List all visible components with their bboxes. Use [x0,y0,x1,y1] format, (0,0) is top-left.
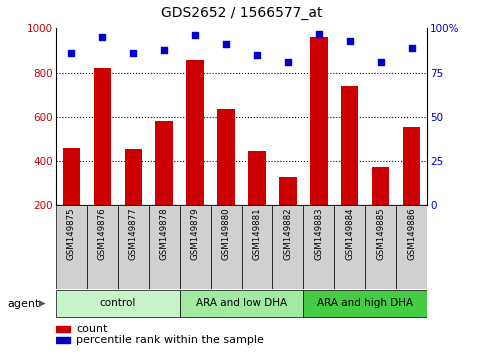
Text: GSM149876: GSM149876 [98,208,107,261]
Bar [94,68,111,205]
Bar [56,290,180,317]
Point [377,59,385,65]
Point [346,38,354,44]
Point [222,41,230,47]
Bar [242,205,272,289]
Text: percentile rank within the sample: percentile rank within the sample [76,335,264,345]
Text: ARA and low DHA: ARA and low DHA [196,298,287,308]
Point [191,33,199,38]
Point [315,31,323,36]
Text: agent: agent [7,298,40,309]
Text: ARA and high DHA: ARA and high DHA [317,298,413,308]
Text: GSM149885: GSM149885 [376,208,385,261]
Text: control: control [99,298,136,308]
Bar [217,109,235,205]
Point [160,47,168,52]
Point [253,52,261,58]
Text: GSM149878: GSM149878 [159,208,169,261]
Point [284,59,292,65]
Text: GSM149883: GSM149883 [314,208,324,261]
Text: GDS2652 / 1566577_at: GDS2652 / 1566577_at [161,6,322,20]
Bar [303,205,334,289]
Point [98,34,106,40]
Bar [311,37,327,205]
Bar [180,290,303,317]
Point [408,45,416,51]
Bar [180,205,211,289]
Text: GSM149875: GSM149875 [67,208,75,261]
Bar [248,151,266,205]
Bar [280,177,297,205]
Bar [403,127,421,205]
Bar [62,148,80,205]
Text: GSM149880: GSM149880 [222,208,230,261]
Text: GSM149882: GSM149882 [284,208,293,261]
Bar [334,205,366,289]
Bar [117,205,149,289]
Text: GSM149877: GSM149877 [128,208,138,261]
Point [67,50,75,56]
Bar [125,149,142,205]
Point [129,50,137,56]
Bar [372,167,389,205]
Bar [86,205,117,289]
Text: GSM149884: GSM149884 [345,208,355,261]
Bar [56,205,86,289]
Bar [341,86,358,205]
Bar [56,326,70,332]
Bar [272,205,303,289]
Bar [397,205,427,289]
Text: count: count [76,324,108,334]
Bar [303,290,427,317]
Text: GSM149886: GSM149886 [408,208,416,261]
Bar [56,337,70,343]
Bar [186,61,203,205]
Text: GSM149879: GSM149879 [190,208,199,260]
Bar [366,205,397,289]
Bar [156,121,172,205]
Text: GSM149881: GSM149881 [253,208,261,261]
Bar [149,205,180,289]
Bar [211,205,242,289]
